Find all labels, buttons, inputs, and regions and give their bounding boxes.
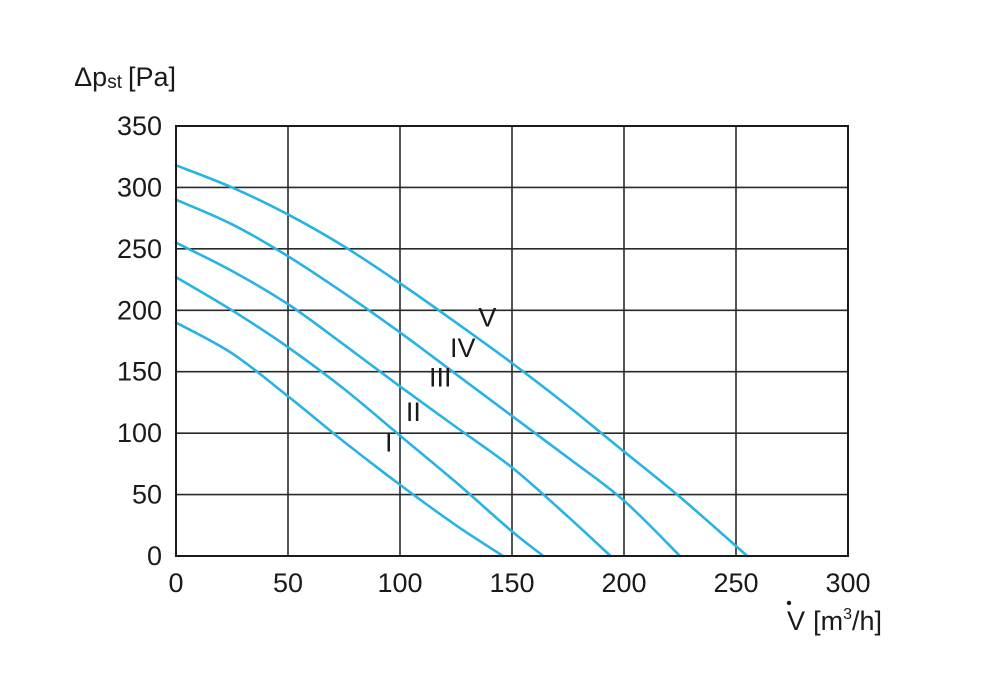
svg-text:V[m3/h]: V [m3/h] [787, 606, 882, 636]
x-tick-label: 200 [601, 568, 646, 598]
y-axis-subscript: st [107, 72, 123, 93]
x-axis-unit-prefix: [m [813, 606, 843, 636]
x-axis-title: V [m3/h] [786, 600, 882, 636]
y-tick-label: 350 [117, 111, 162, 141]
series-line-iii [174, 241, 612, 558]
x-axis-unit-suffix: /h] [852, 606, 882, 636]
y-axis-title: Δpst [Pa] [74, 62, 176, 93]
x-axis-ticks: 0 50 100 150 200 250 300 [168, 568, 870, 598]
y-tick-label: 250 [117, 234, 162, 264]
x-tick-label: 300 [825, 568, 870, 598]
curve-label-v: V [478, 302, 496, 332]
x-tick-label: 0 [168, 568, 183, 598]
x-axis-dot [786, 600, 792, 606]
grid [175, 125, 849, 557]
y-axis-symbol: Δp [74, 62, 107, 92]
x-axis-symbol: V [787, 606, 805, 636]
y-axis-unit: [Pa] [128, 62, 176, 92]
curve-label-ii: II [406, 397, 421, 427]
y-tick-label: 50 [132, 480, 162, 510]
curve-label-iv: IV [450, 333, 476, 363]
y-tick-label: 200 [117, 295, 162, 325]
x-axis-unit-exponent: 3 [843, 606, 852, 623]
x-tick-label: 150 [489, 568, 534, 598]
y-tick-label: 0 [147, 541, 162, 571]
curve-label-iii: III [429, 362, 452, 392]
x-tick-label: 250 [713, 568, 758, 598]
plot-frame [175, 125, 849, 557]
x-tick-label: 100 [377, 568, 422, 598]
y-tick-label: 150 [117, 357, 162, 387]
y-tick-label: 100 [117, 418, 162, 448]
series-line-iv [174, 198, 682, 558]
series-line-v [174, 164, 749, 558]
x-tick-label: 50 [273, 568, 303, 598]
y-axis-ticks: 0 50 100 150 200 250 300 350 [117, 111, 162, 571]
series-lines [174, 164, 749, 558]
curve-label-i: I [385, 428, 393, 458]
y-tick-label: 300 [117, 172, 162, 202]
series-line-i [174, 321, 505, 558]
series-line-ii [174, 275, 545, 558]
